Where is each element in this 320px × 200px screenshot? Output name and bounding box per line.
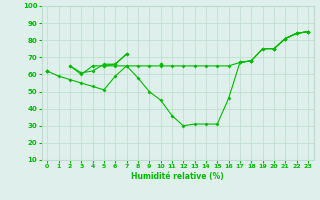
X-axis label: Humidité relative (%): Humidité relative (%) bbox=[131, 172, 224, 181]
